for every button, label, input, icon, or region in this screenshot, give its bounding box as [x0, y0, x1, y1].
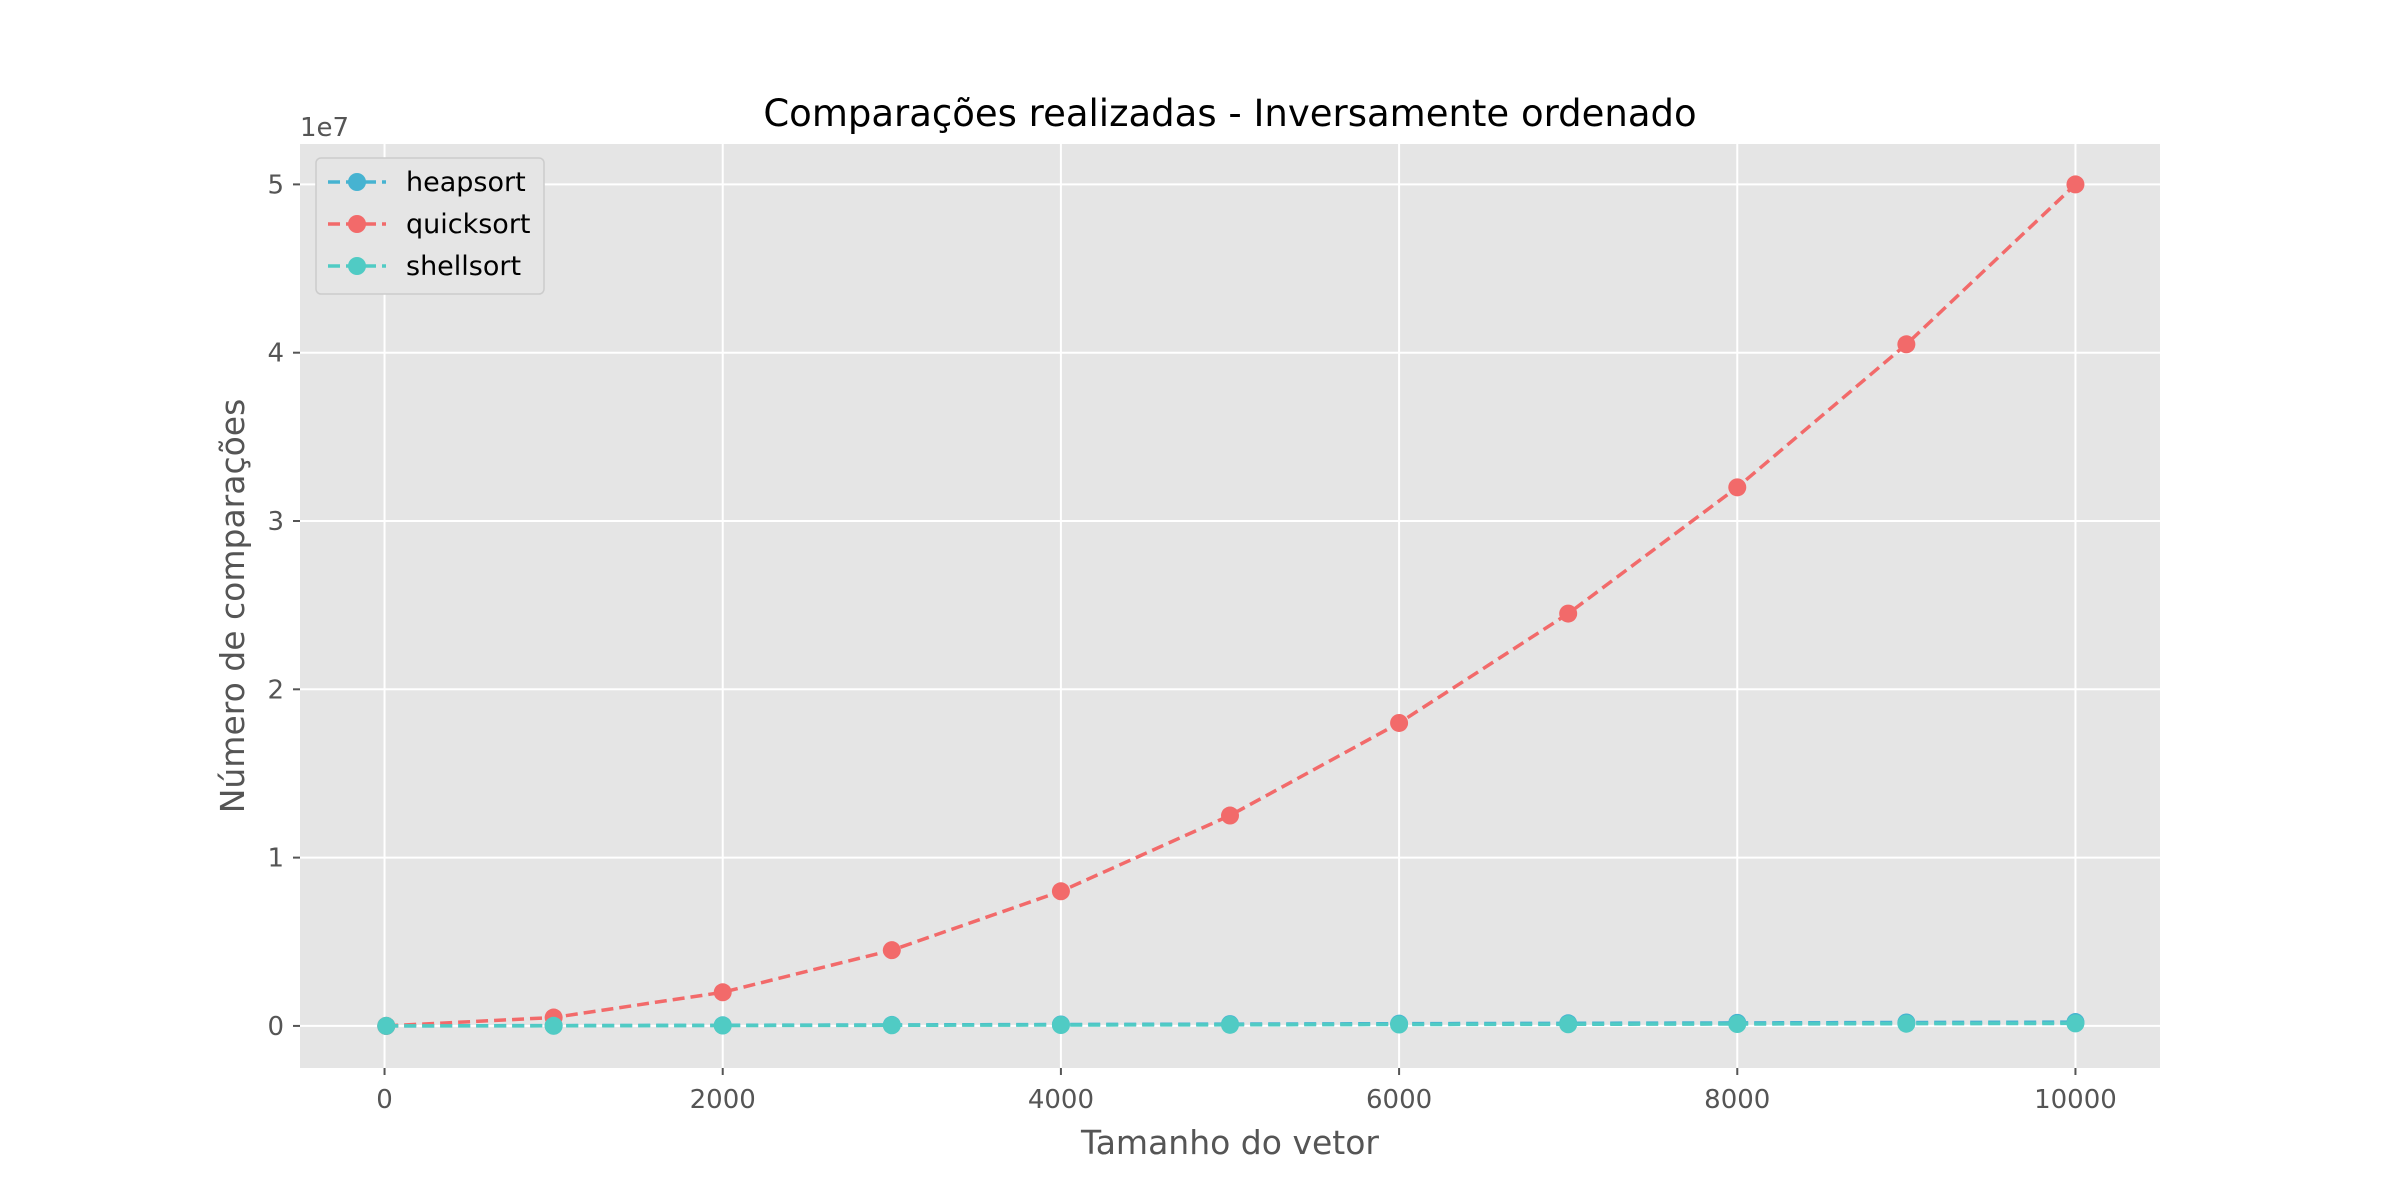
data-point-quicksort [1559, 604, 1578, 623]
data-point-shellsort [882, 1016, 901, 1035]
x-tick-label: 4000 [1028, 1085, 1094, 1115]
series-layer [377, 175, 2085, 1035]
y-offset-label: 1e7 [300, 113, 349, 143]
y-tick-label: 0 [267, 1012, 284, 1042]
data-point-shellsort [544, 1016, 563, 1035]
legend-label-shellsort: shellsort [406, 251, 521, 282]
data-point-quicksort [1897, 335, 1916, 354]
series-line-shellsort [386, 1021, 2076, 1028]
data-point-shellsort [1897, 1014, 1916, 1033]
y-tick-label: 4 [267, 339, 284, 369]
legend: heapsort quicksort shellsort [315, 157, 545, 295]
data-point-quicksort [1728, 478, 1747, 497]
y-tick-label: 3 [267, 507, 284, 537]
legend-box [315, 157, 545, 295]
y-tick-label: 2 [267, 675, 284, 705]
x-tick-label: 8000 [1704, 1085, 1770, 1115]
data-point-shellsort [2066, 1014, 2085, 1033]
x-tick-label: 0 [376, 1085, 393, 1115]
data-point-quicksort [1221, 806, 1239, 825]
data-point-shellsort [1390, 1015, 1409, 1034]
legend-label-quicksort: quicksort [406, 209, 531, 240]
y-tick-labels: 0 1 2 3 4 5 [267, 170, 300, 1042]
data-point-shellsort [1051, 1016, 1070, 1035]
series-shellsort [377, 1014, 2085, 1035]
data-point-quicksort [882, 941, 901, 960]
grid-x [383, 144, 2077, 1068]
x-axis-label: Tamanho do vetor [1080, 1123, 1379, 1162]
x-tick-labels: 0 2000 4000 6000 8000 10000 [376, 1068, 2117, 1115]
plot-background [300, 144, 2160, 1068]
legend-marker-heapsort [348, 173, 366, 191]
data-point-shellsort [1559, 1015, 1578, 1034]
legend-item-heapsort: heapsort [328, 167, 526, 198]
legend-marker-shellsort [348, 257, 366, 275]
x-tick-label: 10000 [2034, 1085, 2117, 1115]
data-point-shellsort [1221, 1015, 1239, 1034]
data-point-quicksort [1051, 882, 1070, 901]
legend-label-heapsort: heapsort [406, 167, 526, 198]
legend-marker-quicksort [348, 215, 366, 233]
data-point-quicksort [1390, 713, 1409, 732]
legend-item-quicksort: quicksort [328, 209, 531, 240]
y-tick-label: 5 [267, 170, 284, 200]
x-tick-label: 6000 [1366, 1085, 1432, 1115]
x-tick-label: 2000 [690, 1085, 756, 1115]
y-tick-label: 1 [267, 844, 284, 874]
data-point-quicksort [713, 983, 732, 1002]
data-point-shellsort [377, 1016, 396, 1035]
chart-title: Comparações realizadas - Inversamente or… [763, 92, 1696, 135]
data-point-shellsort [713, 1016, 732, 1035]
series-line-quicksort [386, 183, 2077, 1028]
legend-item-shellsort: shellsort [328, 251, 521, 282]
data-point-quicksort [2066, 175, 2085, 194]
data-point-shellsort [1728, 1015, 1747, 1034]
y-axis-label: Número de comparações [213, 399, 252, 814]
